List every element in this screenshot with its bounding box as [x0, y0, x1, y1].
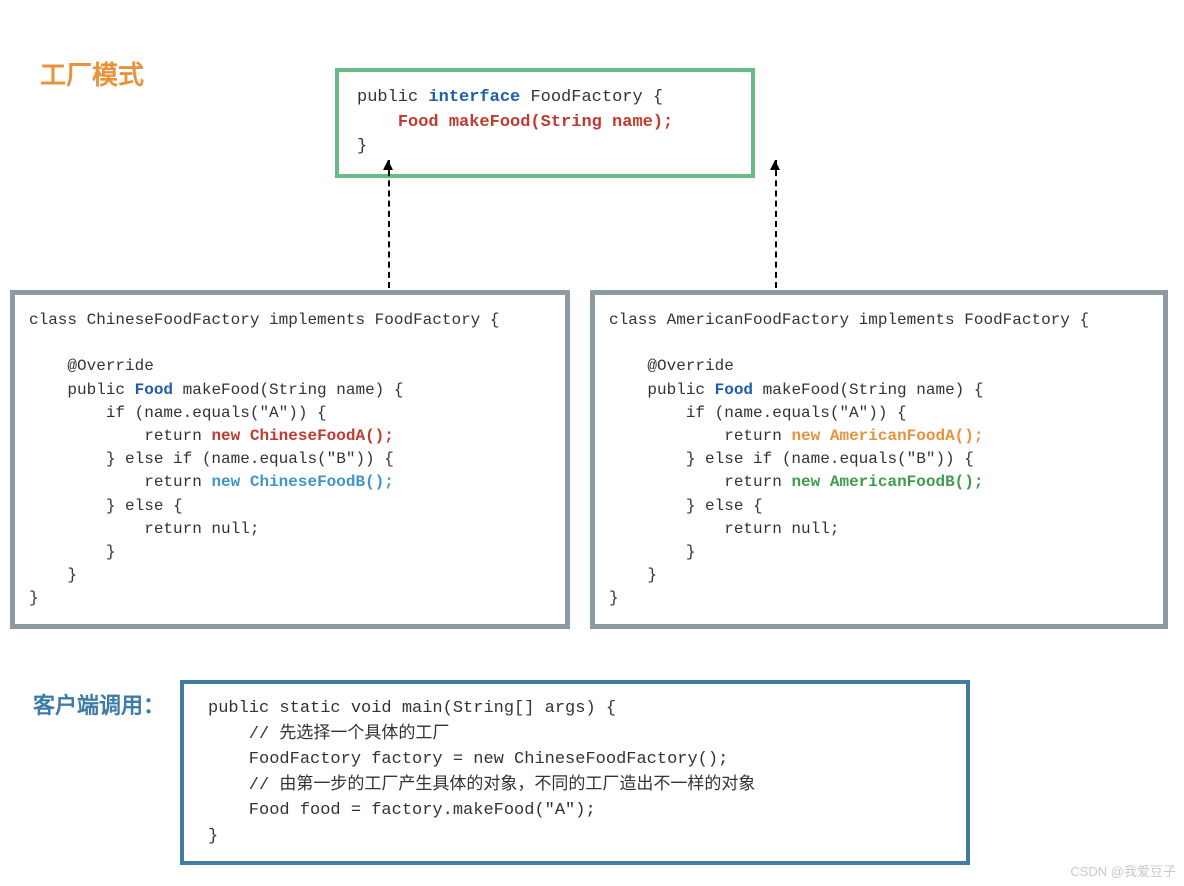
- interface-codebox: public interface FoodFactory { Food make…: [335, 68, 755, 178]
- american-factory-code: class AmericanFoodFactory implements Foo…: [609, 309, 1149, 610]
- chinese-factory-codebox: class ChineseFoodFactory implements Food…: [10, 290, 570, 629]
- american-factory-codebox: class AmericanFoodFactory implements Foo…: [590, 290, 1168, 629]
- chinese-factory-code: class ChineseFoodFactory implements Food…: [29, 309, 551, 610]
- interface-code: public interface FoodFactory { Food make…: [357, 86, 733, 160]
- diagram-title: 工厂模式: [40, 55, 144, 92]
- client-code: public static void main(String[] args) {…: [208, 696, 942, 849]
- watermark: CSDN @我爱豆子: [1070, 861, 1176, 880]
- client-title: 客户端调用：: [33, 688, 165, 720]
- client-codebox: public static void main(String[] args) {…: [180, 680, 970, 865]
